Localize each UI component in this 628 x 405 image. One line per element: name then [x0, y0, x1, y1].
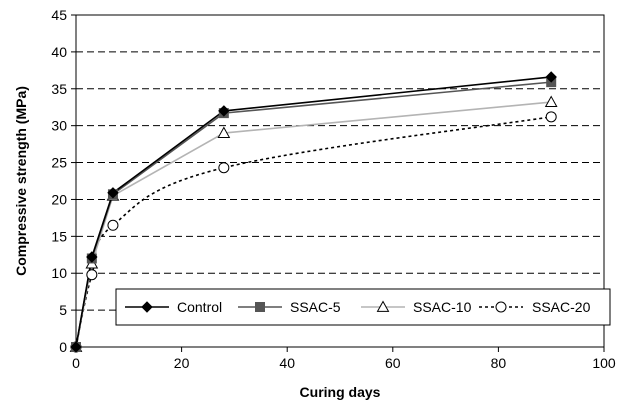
grid — [76, 51, 604, 311]
y-tick-label: 10 — [51, 265, 67, 281]
x-axis-title: Curing days — [300, 384, 381, 400]
point-ssac-20-7 — [107, 219, 119, 231]
x-tick-label: 80 — [491, 355, 507, 371]
legend-marker-control — [141, 301, 153, 313]
legend: Control SSAC-5 SSAC-10 SSAC-20 — [115, 288, 611, 326]
legend-label-control: Control — [177, 299, 222, 315]
y-tick-label: 25 — [51, 155, 67, 171]
point-control-28 — [218, 105, 230, 117]
y-tick-label: 15 — [51, 228, 67, 244]
legend-marker-ssac-10 — [376, 300, 390, 312]
point-control-3 — [86, 251, 98, 263]
y-tick-label: 30 — [51, 118, 67, 134]
legend-label-ssac-5: SSAC-5 — [290, 299, 341, 315]
y-tick-label: 35 — [51, 81, 67, 97]
legend-marker-ssac-5 — [255, 302, 265, 312]
x-tick-label: 0 — [72, 355, 80, 371]
y-axis-title: Compressive strength (MPa) — [13, 86, 29, 276]
point-ssac-10-28 — [217, 126, 231, 138]
x-tick-label: 60 — [385, 355, 401, 371]
plot-frame — [75, 14, 605, 348]
y-tick-label: 45 — [51, 7, 67, 23]
point-ssac-20-3 — [86, 269, 98, 281]
y-tick-label: 0 — [59, 339, 67, 355]
point-control-0 — [70, 341, 82, 353]
y-tick-label: 40 — [51, 44, 67, 60]
y-tick-label: 5 — [59, 302, 67, 318]
point-control-90 — [545, 71, 557, 83]
point-ssac-20-90 — [545, 111, 557, 123]
legend-label-ssac-20: SSAC-20 — [532, 299, 591, 315]
legend-label-ssac-10: SSAC-10 — [413, 299, 472, 315]
point-ssac-20-28 — [218, 162, 230, 174]
legend-marker-ssac-20 — [495, 301, 507, 313]
axis-ticks: 0 5 10 15 20 25 30 35 40 45 0 20 40 60 80 100 — [51, 7, 615, 371]
y-tick-label: 20 — [51, 191, 67, 207]
data-markers — [69, 71, 558, 353]
point-ssac-10-90 — [544, 95, 558, 107]
x-tick-label: 100 — [592, 355, 616, 371]
series-line-ssac-20 — [75, 116, 552, 348]
x-tick-label: 40 — [279, 355, 295, 371]
point-control-7 — [107, 187, 119, 199]
x-tick-label: 20 — [174, 355, 190, 371]
